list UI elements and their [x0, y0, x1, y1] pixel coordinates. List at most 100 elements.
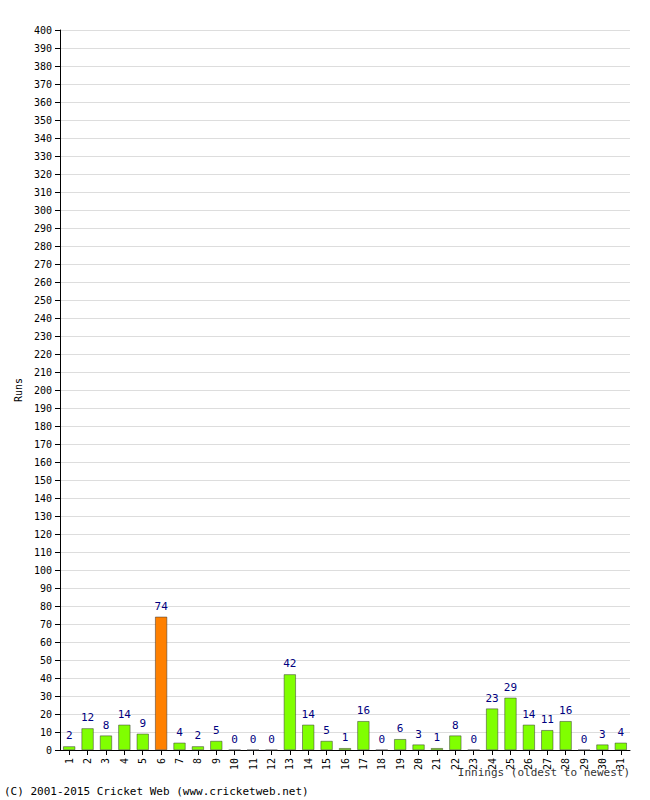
svg-text:7: 7: [174, 758, 185, 764]
svg-text:29: 29: [504, 681, 517, 694]
svg-text:340: 340: [34, 133, 52, 144]
svg-text:160: 160: [34, 457, 52, 468]
svg-text:8: 8: [192, 758, 203, 764]
svg-text:Runs: Runs: [13, 378, 24, 402]
svg-text:240: 240: [34, 313, 52, 324]
svg-text:14: 14: [302, 708, 316, 721]
svg-text:29: 29: [579, 758, 590, 770]
svg-text:380: 380: [34, 61, 52, 72]
svg-text:2: 2: [195, 729, 202, 742]
svg-text:16: 16: [559, 704, 572, 717]
svg-text:300: 300: [34, 205, 52, 216]
svg-text:4: 4: [119, 758, 130, 764]
svg-text:100: 100: [34, 565, 52, 576]
svg-text:60: 60: [40, 637, 52, 648]
svg-text:5: 5: [213, 724, 220, 737]
svg-text:3: 3: [599, 728, 606, 741]
svg-text:360: 360: [34, 97, 52, 108]
svg-text:280: 280: [34, 241, 52, 252]
svg-text:9: 9: [139, 717, 146, 730]
svg-text:2: 2: [66, 729, 73, 742]
svg-text:0: 0: [231, 733, 238, 746]
svg-text:150: 150: [34, 475, 52, 486]
svg-text:30: 30: [40, 691, 52, 702]
svg-text:14: 14: [303, 758, 314, 770]
svg-text:400: 400: [34, 25, 52, 36]
svg-text:13: 13: [284, 758, 295, 770]
svg-text:74: 74: [155, 600, 169, 613]
svg-text:16: 16: [340, 758, 351, 770]
svg-text:120: 120: [34, 529, 52, 540]
svg-text:19: 19: [395, 758, 406, 770]
svg-text:8: 8: [452, 719, 459, 732]
svg-text:20: 20: [40, 709, 52, 720]
svg-text:270: 270: [34, 259, 52, 270]
svg-text:30: 30: [597, 758, 608, 770]
svg-text:31: 31: [615, 758, 626, 770]
svg-text:40: 40: [40, 673, 52, 684]
svg-text:0: 0: [268, 733, 275, 746]
svg-text:26: 26: [523, 758, 534, 770]
svg-text:210: 210: [34, 367, 52, 378]
svg-text:1: 1: [64, 758, 75, 764]
svg-text:21: 21: [431, 758, 442, 770]
svg-text:190: 190: [34, 403, 52, 414]
svg-text:350: 350: [34, 115, 52, 126]
svg-text:5: 5: [323, 724, 330, 737]
svg-text:11: 11: [541, 713, 554, 726]
svg-text:12: 12: [266, 758, 277, 770]
svg-text:18: 18: [376, 758, 387, 770]
svg-text:(C) 2001-2015 Cricket Web (www: (C) 2001-2015 Cricket Web (www.cricketwe…: [4, 785, 309, 798]
svg-text:0: 0: [46, 745, 52, 756]
svg-text:10: 10: [229, 758, 240, 770]
svg-text:28: 28: [560, 758, 571, 770]
svg-text:290: 290: [34, 223, 52, 234]
svg-text:27: 27: [542, 758, 553, 770]
svg-text:25: 25: [505, 758, 516, 770]
svg-text:23: 23: [485, 692, 498, 705]
svg-text:390: 390: [34, 43, 52, 54]
svg-text:260: 260: [34, 277, 52, 288]
svg-text:250: 250: [34, 295, 52, 306]
svg-text:0: 0: [250, 733, 257, 746]
svg-text:23: 23: [468, 758, 479, 770]
svg-text:9: 9: [211, 758, 222, 764]
svg-text:330: 330: [34, 151, 52, 162]
svg-text:5: 5: [137, 758, 148, 764]
svg-text:22: 22: [450, 758, 461, 770]
svg-text:14: 14: [118, 708, 132, 721]
svg-text:6: 6: [156, 758, 167, 764]
svg-text:8: 8: [103, 719, 110, 732]
svg-text:16: 16: [357, 704, 370, 717]
svg-text:1: 1: [342, 731, 349, 744]
svg-text:70: 70: [40, 619, 52, 630]
svg-text:4: 4: [617, 726, 624, 739]
svg-text:220: 220: [34, 349, 52, 360]
svg-text:4: 4: [176, 726, 183, 739]
svg-text:90: 90: [40, 583, 52, 594]
svg-text:320: 320: [34, 169, 52, 180]
svg-text:230: 230: [34, 331, 52, 342]
svg-text:110: 110: [34, 547, 52, 558]
svg-text:200: 200: [34, 385, 52, 396]
svg-text:3: 3: [100, 758, 111, 764]
svg-text:3: 3: [415, 728, 422, 741]
svg-text:11: 11: [248, 758, 259, 770]
svg-text:14: 14: [522, 708, 536, 721]
svg-text:2: 2: [82, 758, 93, 764]
svg-text:24: 24: [487, 758, 498, 770]
svg-text:0: 0: [470, 733, 477, 746]
svg-text:20: 20: [413, 758, 424, 770]
svg-text:170: 170: [34, 439, 52, 450]
svg-text:1: 1: [434, 731, 441, 744]
svg-text:42: 42: [283, 657, 296, 670]
svg-text:17: 17: [358, 758, 369, 770]
svg-text:0: 0: [581, 733, 588, 746]
svg-text:12: 12: [81, 711, 94, 724]
svg-text:180: 180: [34, 421, 52, 432]
svg-text:6: 6: [397, 722, 404, 735]
svg-text:0: 0: [378, 733, 385, 746]
svg-text:130: 130: [34, 511, 52, 522]
svg-text:15: 15: [321, 758, 332, 770]
svg-text:310: 310: [34, 187, 52, 198]
